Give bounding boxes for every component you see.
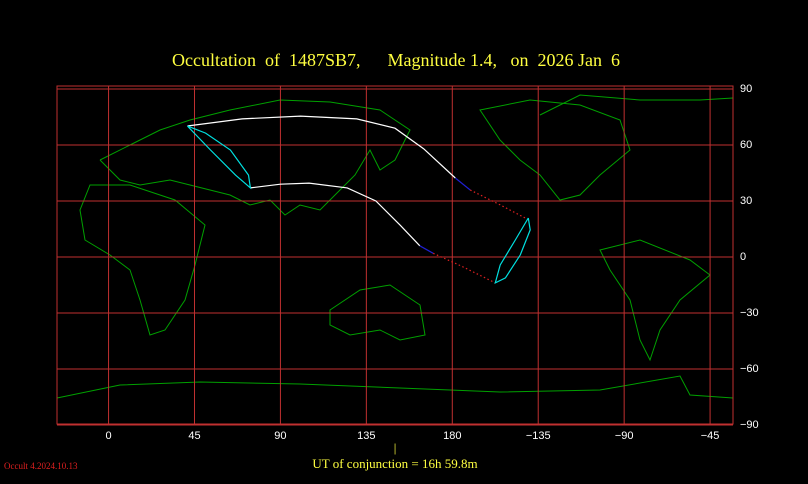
- x-tick-label: 90: [274, 430, 286, 442]
- coastline: [99, 99, 411, 216]
- footer: UT of conjunction = 16h 59.8m: [312, 456, 477, 471]
- y-tick-label: 30: [740, 195, 752, 207]
- track-line: [186, 125, 252, 190]
- coastline: [479, 99, 631, 201]
- grid: [57, 86, 733, 426]
- y-tick-label: −90: [740, 419, 759, 431]
- coastline: [329, 284, 426, 341]
- x-tick-label: 135: [357, 430, 375, 442]
- x-tick-label: −135: [526, 430, 551, 442]
- y-tick-label: 90: [740, 83, 752, 95]
- y-tick-label: −30: [740, 307, 759, 319]
- y-tick-label: 0: [740, 251, 746, 263]
- coastlines: [56, 94, 734, 399]
- x-tick-label: −45: [701, 430, 720, 442]
- track-line: [419, 245, 434, 254]
- x-tick-label: 0: [105, 430, 111, 442]
- title: Occultation of 1487SB7, Magnitude 1.4, o…: [172, 50, 620, 70]
- track-line: [187, 115, 456, 179]
- track-line: [454, 177, 471, 191]
- x-tick-label: 45: [188, 430, 200, 442]
- track-line: [469, 189, 526, 219]
- x-tick-label: −90: [615, 430, 634, 442]
- track-line: [494, 217, 531, 285]
- coastline: [79, 184, 206, 336]
- tracks: [186, 115, 531, 285]
- x-tick-label: 180: [443, 430, 461, 442]
- coastline: [599, 239, 711, 362]
- conjunction-marker: |: [394, 440, 397, 455]
- coastline: [539, 94, 734, 116]
- y-tick-label: 60: [740, 139, 752, 151]
- y-tick-label: −60: [740, 363, 759, 375]
- map-frame: [56, 85, 734, 425]
- coastline: [56, 375, 734, 399]
- version: Occult 4.2024.10.13: [4, 461, 78, 471]
- track-line: [250, 182, 421, 247]
- track-line: [432, 252, 496, 284]
